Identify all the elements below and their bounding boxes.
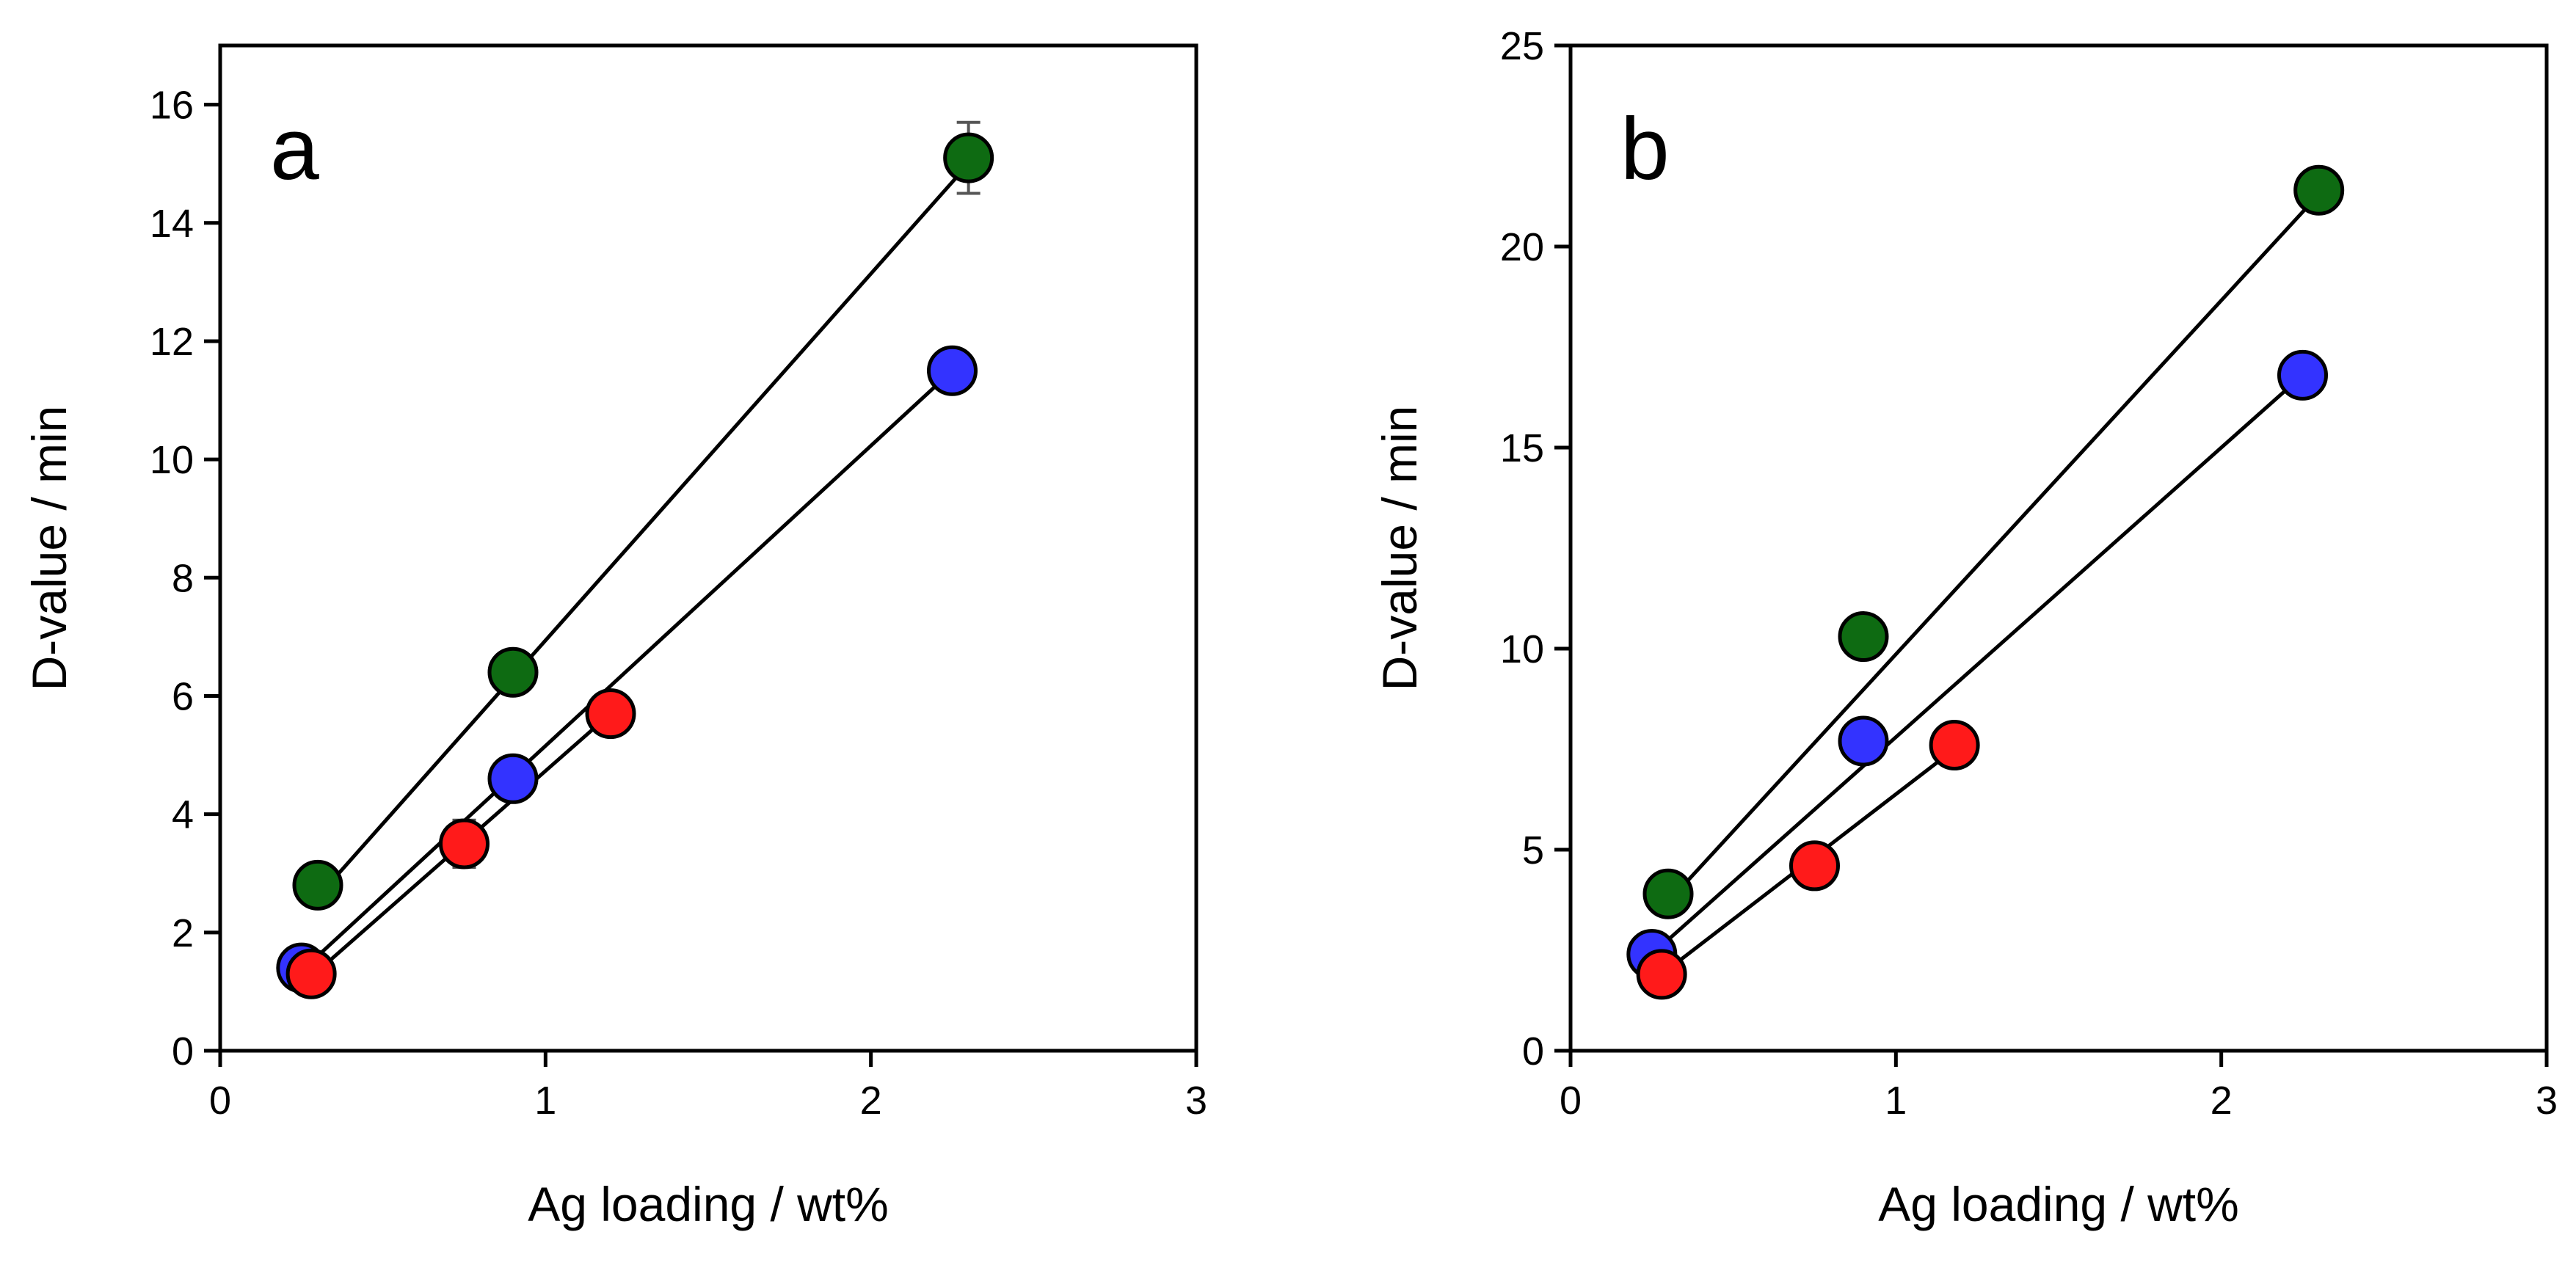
y-tick-label: 25 — [1500, 24, 1544, 68]
y-tick-label: 10 — [150, 438, 194, 482]
data-point-red — [585, 688, 636, 740]
y-tick-label: 14 — [150, 202, 194, 246]
x-tick-label: 0 — [1560, 1079, 1582, 1123]
data-point-blue — [927, 345, 978, 396]
fit-line-blue — [1651, 373, 2304, 956]
data-point-red — [439, 818, 490, 870]
x-tick-label: 1 — [1885, 1079, 1907, 1123]
panel-label: a — [270, 100, 319, 198]
plot-frame — [218, 43, 1198, 1053]
x-tick-label: 0 — [209, 1079, 231, 1123]
panel-b: 0 1 2 3 0 5 10 15 20 25 Ag loading / wt% D-value / … — [1372, 24, 2558, 1231]
data-point-blue — [1838, 715, 1889, 767]
x-tick-label: 2 — [2211, 1079, 2233, 1123]
x-tick-label: 3 — [1185, 1079, 1207, 1123]
data-point-green — [1642, 868, 1694, 919]
y-axis-title: D-value / min — [1372, 406, 1427, 691]
y-tick-label: 10 — [1500, 627, 1544, 671]
y-tick-label: 20 — [1500, 225, 1544, 269]
y-tick-label: 2 — [172, 911, 194, 955]
data-point-red — [285, 948, 337, 999]
x-axis-title: Ag loading / wt% — [528, 1177, 889, 1231]
y-axis-title: D-value / min — [22, 406, 76, 691]
data-point-red — [1636, 949, 1687, 1000]
y-tick-label: 15 — [1500, 426, 1544, 470]
data-point-green — [487, 646, 539, 698]
fit-line-green — [1667, 193, 2321, 903]
data-point-green — [292, 859, 343, 911]
fit-line-blue — [300, 369, 954, 973]
x-tick-label: 1 — [534, 1079, 556, 1123]
y-tick-label: 12 — [150, 320, 194, 364]
panel-label: b — [1620, 100, 1670, 198]
x-axis-title: Ag loading / wt% — [1878, 1177, 2239, 1231]
data-point-blue — [487, 753, 539, 804]
y-tick-label: 5 — [1522, 828, 1544, 872]
y-tick-label: 0 — [172, 1029, 194, 1073]
data-point-green — [2293, 164, 2345, 216]
y-tick-label: 16 — [150, 84, 194, 128]
data-point-blue — [2277, 349, 2328, 401]
y-tick-label: 0 — [1522, 1029, 1544, 1073]
y-tick-label: 4 — [172, 793, 194, 837]
fit-line-green — [316, 162, 970, 899]
data-point-green — [1838, 611, 1889, 663]
data-point-green — [943, 132, 994, 183]
y-tick-label: 8 — [172, 556, 194, 600]
plot-frame — [1568, 43, 2549, 1053]
data-point-red — [1929, 720, 1980, 771]
y-tick-label: 6 — [172, 674, 194, 718]
data-point-red — [1789, 840, 1840, 892]
x-tick-label: 3 — [2536, 1079, 2558, 1123]
x-tick-label: 2 — [860, 1079, 882, 1123]
